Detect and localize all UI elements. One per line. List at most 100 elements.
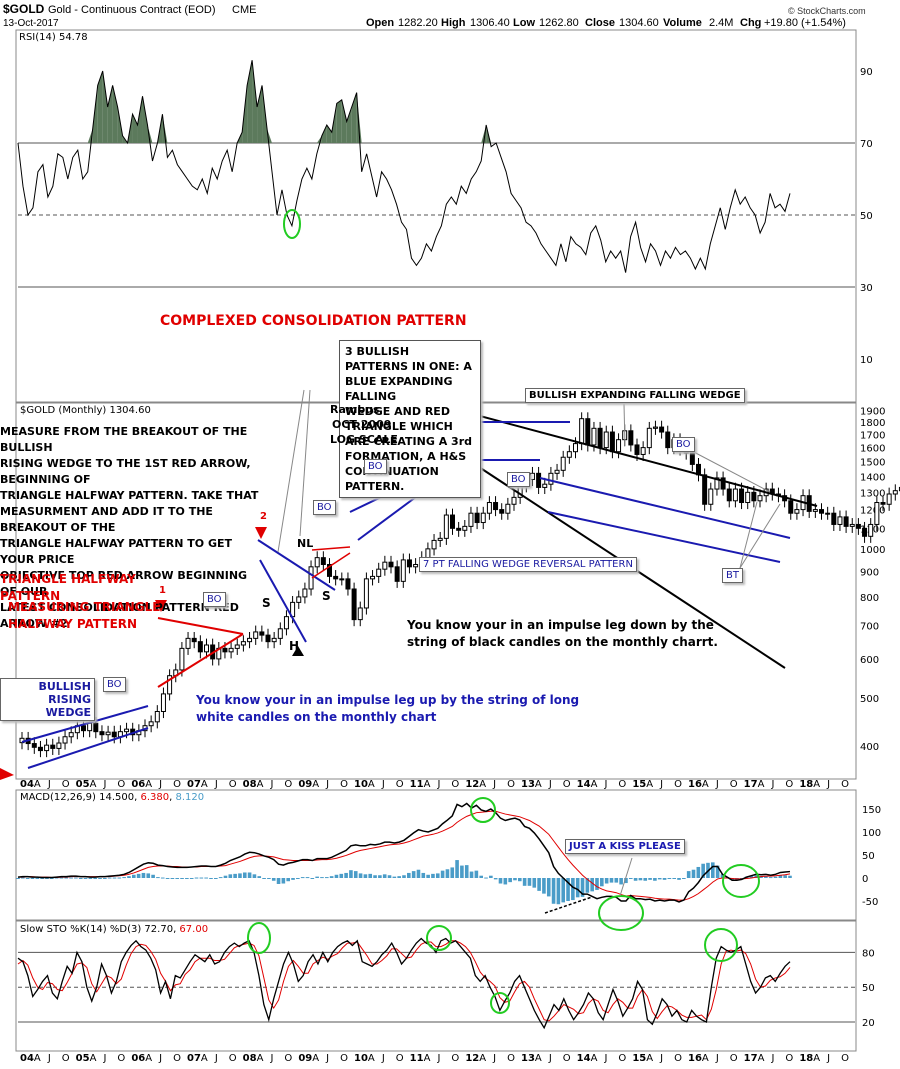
macd-tick-label: 150: [862, 805, 881, 816]
macd-hist-bar: [373, 875, 377, 878]
candle: [99, 731, 105, 736]
pointer-line: [739, 501, 758, 569]
macd-hist-bar: [199, 877, 204, 879]
candle: [560, 456, 566, 471]
pointer-line: [299, 389, 311, 537]
x-tick-label: A: [368, 1053, 375, 1064]
macd-hist-bar: [493, 878, 498, 880]
macd-hist-bar: [537, 878, 541, 891]
candle: [363, 578, 369, 609]
price-tick-label: 1700: [860, 431, 885, 442]
rising-wedge-lower: [27, 727, 149, 769]
x-tick-label: J: [771, 1053, 775, 1064]
macd-hist-bar: [595, 878, 599, 890]
candle: [874, 502, 880, 525]
x-tick-label: O: [284, 1053, 292, 1064]
candle: [548, 472, 554, 485]
bullish-patterns-note: 3 BULLISH PATTERNS IN ONE: A BLUE EXPAND…: [339, 340, 481, 498]
macd-hist-bar: [411, 871, 416, 878]
sto-tick-label: 50: [862, 983, 875, 994]
macd-hist-bar: [768, 877, 773, 879]
s-label-right: S: [322, 589, 331, 603]
macd-hist-bar: [542, 878, 546, 894]
candle: [50, 744, 56, 749]
x-tick-label: O: [618, 1053, 626, 1064]
candle: [370, 575, 376, 580]
macd-hist-bar: [64, 877, 69, 879]
rsi-overbought-fill: [107, 85, 113, 143]
rsi-overbought-fill: [341, 99, 347, 143]
macd-hist-bar: [320, 877, 324, 879]
rsi-tick-label: 30: [860, 283, 873, 294]
x-tick-label: A: [702, 1053, 709, 1064]
svg-text:Low: Low: [513, 17, 535, 29]
macd-hist-bar: [180, 878, 184, 879]
x-tick-label: J: [548, 1053, 552, 1064]
x-tick-label: O: [340, 779, 348, 790]
candle: [456, 527, 462, 531]
x-axis: 04 A J O 05 A J O 06 A J O 07 A J O 08 A J O 09 A J O 10 A J O 11 A J O…: [20, 779, 849, 1064]
candle: [603, 431, 609, 449]
candle: [486, 502, 492, 514]
x-tick-label: O: [284, 779, 292, 790]
macd-hist-bar: [329, 876, 334, 878]
x-tick-label: 15: [632, 1053, 646, 1064]
candle: [628, 430, 634, 446]
macd-hist-bar: [141, 872, 146, 878]
red-arrow-1: [155, 600, 167, 612]
candle: [56, 742, 62, 749]
candle: [849, 523, 855, 527]
x-tick-label: 12: [465, 779, 479, 790]
x-tick-label: 05: [76, 779, 90, 790]
macd-hist-bar: [146, 873, 151, 878]
macd-hist-bar: [773, 876, 778, 878]
x-tick-label: 15: [632, 779, 646, 790]
rsi-overbought-fill: [132, 114, 138, 143]
price-tick-label: 400: [860, 742, 879, 753]
candle: [702, 474, 708, 505]
x-tick-label: O: [340, 1053, 348, 1064]
chart-date: 13-Oct-2017: [3, 18, 59, 29]
macd-hist-bar: [720, 874, 725, 878]
candle: [271, 637, 277, 643]
macd-layer: 150 100 50 0 -50: [16, 797, 881, 931]
x-tick-label: A: [813, 779, 820, 790]
svg-text:1306.40: 1306.40: [470, 17, 510, 29]
macd-hist-bar: [397, 876, 401, 878]
candle: [296, 596, 302, 603]
macd-hist-bar: [214, 878, 218, 879]
candle: [732, 488, 738, 502]
candle: [616, 439, 622, 453]
rsi-layer: 90 70 50 30 10: [17, 60, 873, 366]
macd-hist-bar: [305, 877, 310, 879]
candle: [357, 607, 363, 621]
macd-hist-bar: [315, 876, 319, 878]
price-tick-label: 700: [860, 622, 879, 633]
svg-text:Close: Close: [585, 17, 615, 29]
x-tick-label: A: [34, 779, 41, 790]
macd-hist-bar: [662, 878, 667, 880]
macd-hist-bar: [194, 877, 199, 879]
candle: [493, 502, 499, 511]
macd-hist-bar: [310, 878, 315, 879]
candle: [720, 477, 726, 490]
price-tick-label: 500: [860, 694, 879, 705]
price-tick-label: 1800: [860, 418, 885, 429]
macd-hist-bar: [156, 877, 160, 879]
macd-hist-bar: [450, 867, 455, 878]
macd-hist-bar: [749, 875, 754, 878]
macd-hist-bar: [711, 862, 715, 878]
svg-text:1262.80: 1262.80: [539, 17, 579, 29]
candle: [511, 496, 517, 505]
x-tick-label: 07: [187, 779, 201, 790]
candle: [499, 509, 505, 514]
macd-hist-bar: [778, 875, 783, 878]
macd-hist-bar: [257, 876, 262, 878]
macd-hist-bar: [392, 876, 397, 878]
rambus-note: Rambus OCT 2009 LOG SCALE: [330, 403, 398, 446]
rsi-tick-label: 50: [860, 211, 873, 222]
macd-hist-bar: [175, 878, 180, 879]
candle: [327, 563, 332, 577]
macd-hist-bar: [402, 875, 406, 878]
x-tick-label: J: [715, 1053, 719, 1064]
